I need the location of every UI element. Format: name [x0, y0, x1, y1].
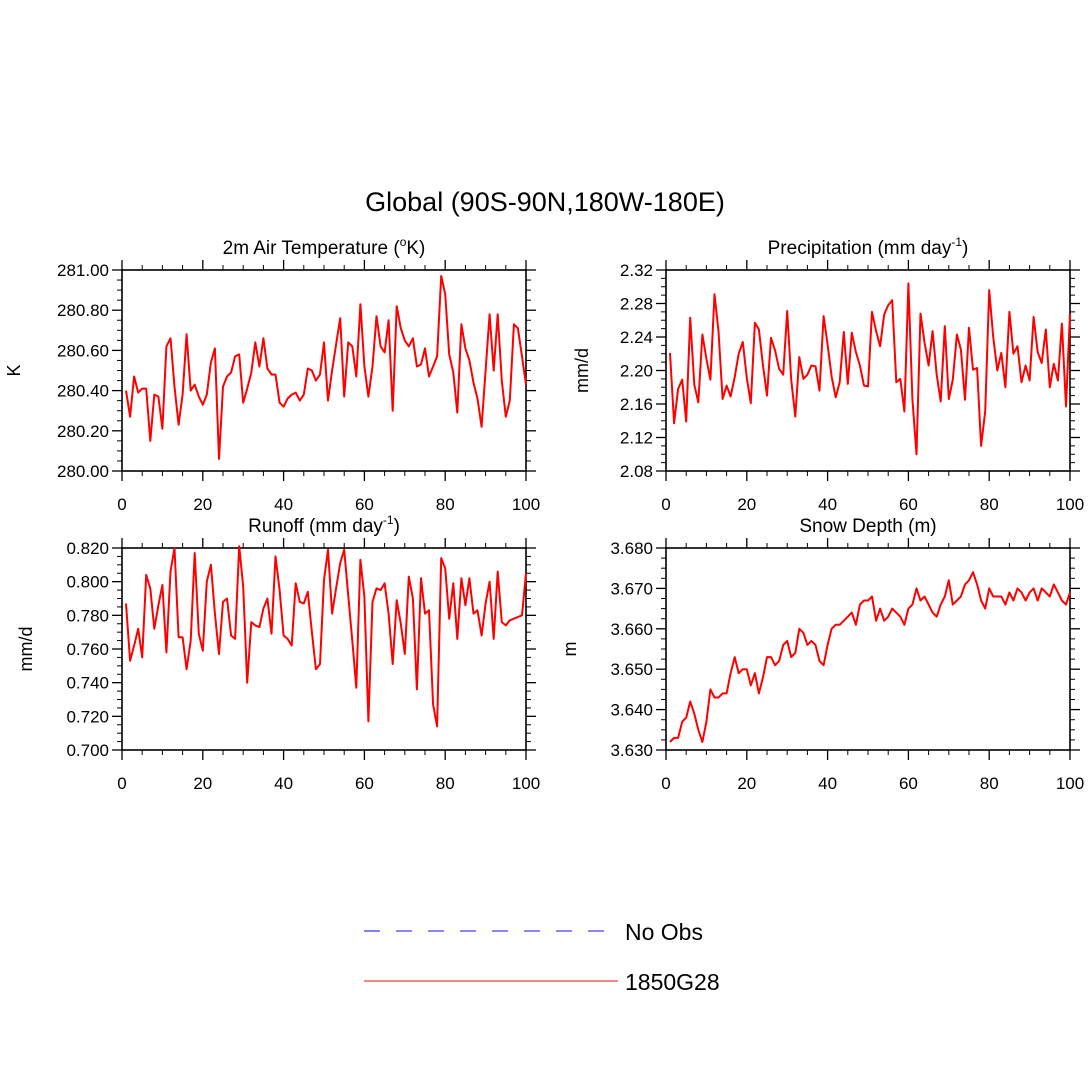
legend-label-1850g28: 1850G28	[625, 969, 720, 995]
precipitation-x-tick-label: 20	[737, 495, 756, 514]
runoff-x-tick-label: 0	[117, 774, 126, 793]
snow-depth-y-tick-label: 3.650	[610, 660, 653, 679]
snow-depth-y-tick-label: 3.640	[610, 701, 653, 720]
precipitation-y-tick-label: 2.12	[620, 429, 653, 448]
air-temperature-x-tick-label: 80	[436, 495, 455, 514]
precipitation-x-tick-label: 100	[1056, 495, 1084, 514]
precipitation-x-tick-label: 40	[818, 495, 837, 514]
precipitation-y-axis-label: mm/d	[572, 348, 592, 393]
panel-precipitation: 0 20 40 60 80 100 2.08 2.12 2.16 2.20 2.24 2.28 2.32…	[572, 235, 1084, 514]
runoff-y-axis-label: mm/d	[16, 627, 36, 672]
air-temperature-y-tick-label: 280.40	[57, 382, 109, 401]
panel-runoff: 0 20 40 60 80 100 0.700 0.720 0.740 0.760 0.780 0.8…	[16, 513, 540, 793]
runoff-title-end: )	[394, 516, 400, 537]
air-temperature-title: 2m Air Temperature (oK)	[223, 235, 426, 259]
runoff-title: Runoff (mm day-1)	[248, 513, 400, 537]
precipitation-x-tick-label: 0	[661, 495, 670, 514]
snow-depth-y-tick-label: 3.670	[610, 579, 653, 598]
snow-depth-y-axis-label: m	[560, 642, 580, 657]
air-temperature-y-axis-label: K	[4, 364, 24, 376]
air-temperature-title-end: K)	[406, 238, 425, 259]
precipitation-title-end: )	[962, 238, 968, 259]
precipitation-y-tick-label: 2.24	[620, 328, 653, 347]
runoff-x-tick-label: 40	[274, 774, 293, 793]
precipitation-title-main: Precipitation (mm day	[768, 238, 952, 259]
snow-depth-x-tick-label: 0	[661, 774, 670, 793]
snow-depth-title-main: Snow Depth (m)	[799, 516, 936, 537]
runoff-y-tick-label: 0.780	[66, 606, 109, 625]
panel-air-temperature: 0 20 40 60 80 100 280.00 280.20 280.40 280.60 280.…	[4, 235, 540, 514]
runoff-title-main: Runoff (mm day	[248, 516, 383, 537]
precipitation-x-tick-label: 60	[899, 495, 918, 514]
precipitation-y-tick-label: 2.20	[620, 362, 653, 381]
runoff-x-tick-label: 80	[436, 774, 455, 793]
air-temperature-y-tick-label: 280.60	[57, 341, 109, 360]
snow-depth-x-tick-label: 40	[818, 774, 837, 793]
air-temperature-y-tick-label: 281.00	[57, 261, 109, 280]
precipitation-y-tick-label: 2.16	[620, 395, 653, 414]
snow-depth-y-tick-label: 3.660	[610, 620, 653, 639]
air-temperature-title-main: 2m Air Temperature (	[223, 238, 401, 259]
air-temperature-series-1850g28	[125, 275, 527, 460]
precipitation-y-tick-label: 2.08	[620, 462, 653, 481]
air-temperature-x-tick-label: 0	[117, 495, 126, 514]
snow-depth-x-tick-label: 20	[737, 774, 756, 793]
runoff-x-tick-label: 60	[355, 774, 374, 793]
runoff-y-tick-label: 0.800	[66, 573, 109, 592]
precipitation-series-1850g28	[669, 282, 1071, 456]
air-temperature-x-tick-label: 20	[193, 495, 212, 514]
air-temperature-y-tick-label: 280.80	[57, 301, 109, 320]
panel-snow-depth: 0 20 40 60 80 100 3.630 3.640 3.650 3.660 3.670 3.6…	[560, 516, 1084, 793]
precipitation-y-tick-label: 2.28	[620, 295, 653, 314]
runoff-y-tick-label: 0.820	[66, 539, 109, 558]
snow-depth-x-tick-label: 100	[1056, 774, 1084, 793]
air-temperature-x-tick-label: 60	[355, 495, 374, 514]
runoff-y-tick-label: 0.760	[66, 640, 109, 659]
snow-depth-x-tick-label: 60	[899, 774, 918, 793]
snow-depth-series-1850g28	[669, 571, 1071, 743]
air-temperature-y-tick-label: 280.00	[57, 462, 109, 481]
runoff-y-tick-label: 0.740	[66, 674, 109, 693]
runoff-y-tick-label: 0.720	[66, 707, 109, 726]
precipitation-x-tick-label: 80	[980, 495, 999, 514]
air-temperature-title-superscript: o	[400, 235, 407, 249]
air-temperature-frame	[121, 269, 527, 472]
main-title: Global (90S-90N,180W-180E)	[365, 187, 725, 217]
air-temperature-y-tick-label: 280.20	[57, 422, 109, 441]
snow-depth-title: Snow Depth (m)	[799, 516, 936, 537]
air-temperature-x-tick-label: 100	[512, 495, 540, 514]
air-temperature-x-tick-label: 40	[274, 495, 293, 514]
runoff-x-tick-label: 100	[512, 774, 540, 793]
runoff-series-1850g28	[125, 545, 527, 728]
runoff-y-tick-label: 0.700	[66, 741, 109, 760]
snow-depth-y-tick-label: 3.630	[610, 741, 653, 760]
snow-depth-frame	[665, 547, 1071, 751]
legend: No Obs 1850G28	[364, 919, 720, 995]
snow-depth-x-tick-label: 80	[980, 774, 999, 793]
runoff-title-superscript: -1	[383, 513, 394, 527]
snow-depth-y-tick-label: 3.680	[610, 539, 653, 558]
legend-label-no-obs: No Obs	[625, 919, 703, 945]
precipitation-y-tick-label: 2.32	[620, 261, 653, 280]
runoff-x-tick-label: 20	[193, 774, 212, 793]
precipitation-title-superscript: -1	[951, 235, 962, 249]
precipitation-title: Precipitation (mm day-1)	[768, 235, 969, 259]
